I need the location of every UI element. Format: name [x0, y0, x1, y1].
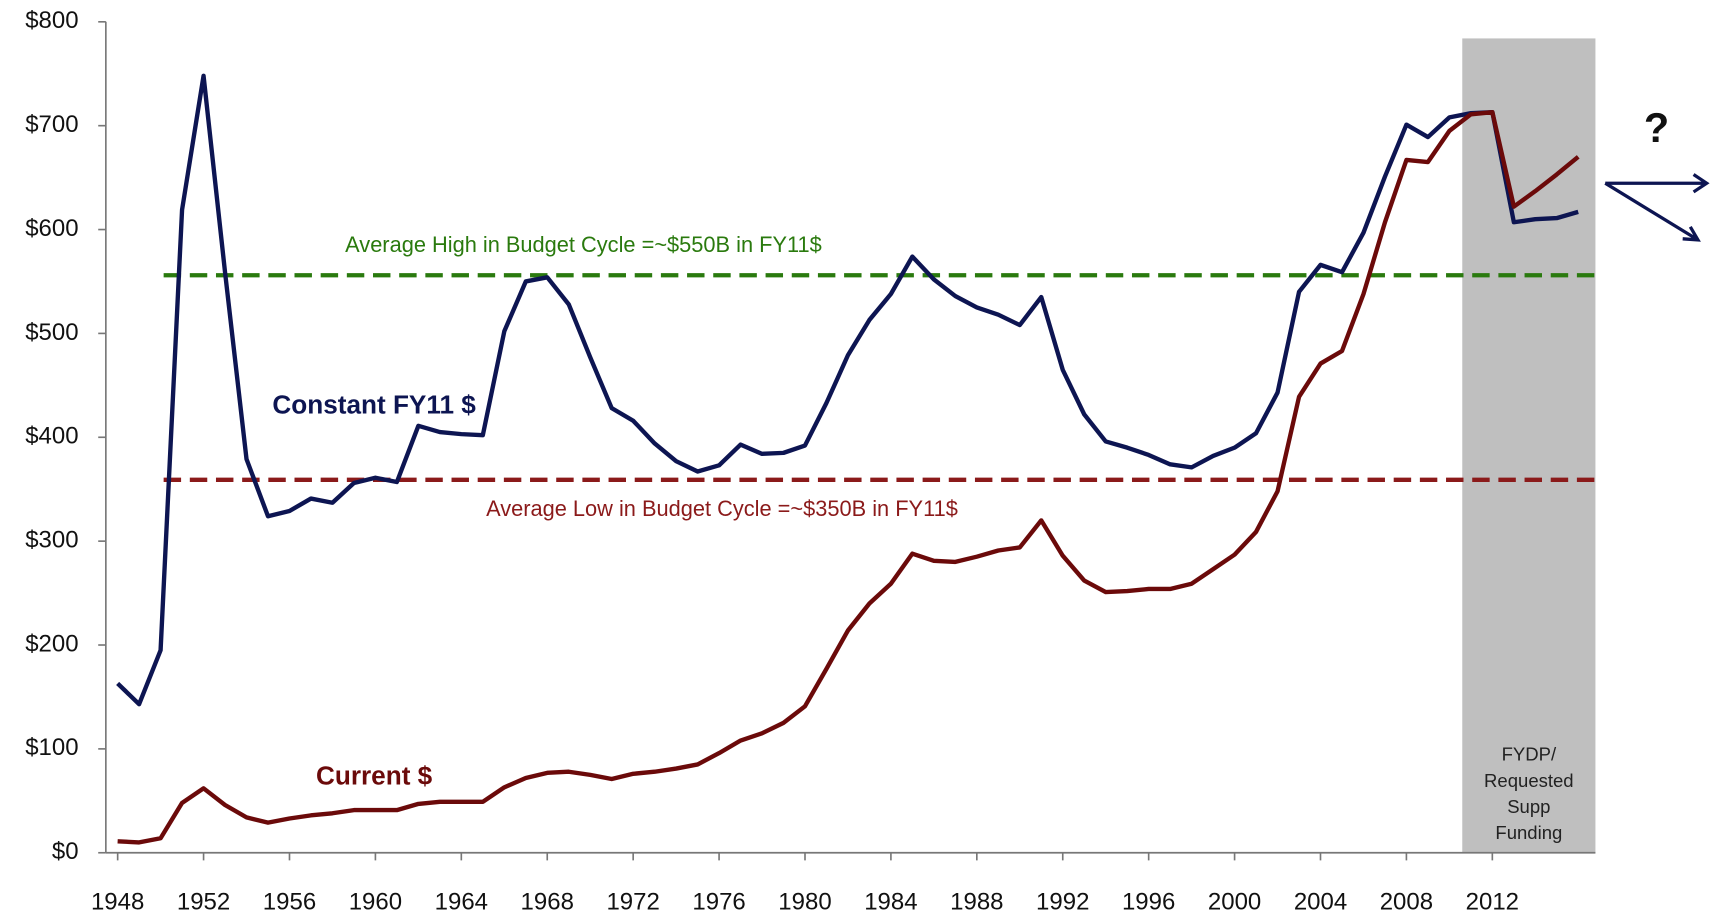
shaded-region: [1462, 38, 1596, 853]
series-label: Current $: [316, 760, 433, 790]
shaded-label: Supp: [1507, 796, 1550, 817]
y-tick-label: $100: [25, 734, 78, 761]
arrows: [1604, 173, 1710, 242]
x-tick-label: 2012: [1466, 888, 1519, 915]
arrow-up: [1605, 173, 1710, 194]
x-tick-label: 1956: [263, 888, 316, 915]
reference-label: Average High in Budget Cycle =~$550B in …: [345, 232, 822, 257]
x-tick-label: 1948: [91, 888, 144, 915]
annotation: ?: [1644, 104, 1669, 151]
x-tick-label: 2008: [1380, 888, 1433, 915]
y-tick-label: $0: [52, 838, 79, 865]
arrow-down: [1604, 181, 1701, 242]
y-tick-label: $600: [25, 215, 78, 242]
series-line: [116, 73, 1579, 707]
y-tick-label: $700: [25, 111, 78, 138]
x-tick-label: 1996: [1122, 888, 1175, 915]
x-tick-label: 1984: [864, 888, 917, 915]
x-tick-label: 1992: [1036, 888, 1089, 915]
y-tick-label: $300: [25, 526, 78, 553]
shaded-label: FYDP/: [1502, 744, 1557, 765]
y-tick-label: $500: [25, 319, 78, 346]
x-tick-label: 1988: [950, 888, 1003, 915]
y-tick-label: $200: [25, 630, 78, 657]
series-line: [117, 110, 1580, 845]
x-tick-label: 1980: [778, 888, 831, 915]
x-tick-label: 1964: [435, 888, 488, 915]
series-label: Constant FY11 $: [272, 390, 476, 420]
y-tick-label: $800: [25, 7, 78, 34]
reference-label: Average Low in Budget Cycle =~$350B in F…: [486, 496, 958, 521]
x-tick-label: 1976: [692, 888, 745, 915]
x-tick-label: 1968: [521, 888, 574, 915]
shaded-label: Requested: [1484, 770, 1574, 791]
x-tick-label: 2004: [1294, 888, 1347, 915]
x-tick-label: 1960: [349, 888, 402, 915]
x-tick-label: 1972: [606, 888, 659, 915]
shaded-label: Funding: [1495, 822, 1562, 843]
x-tick-label: 2000: [1208, 888, 1261, 915]
y-tick-label: $400: [25, 423, 78, 450]
x-tick-label: 1952: [177, 888, 230, 915]
